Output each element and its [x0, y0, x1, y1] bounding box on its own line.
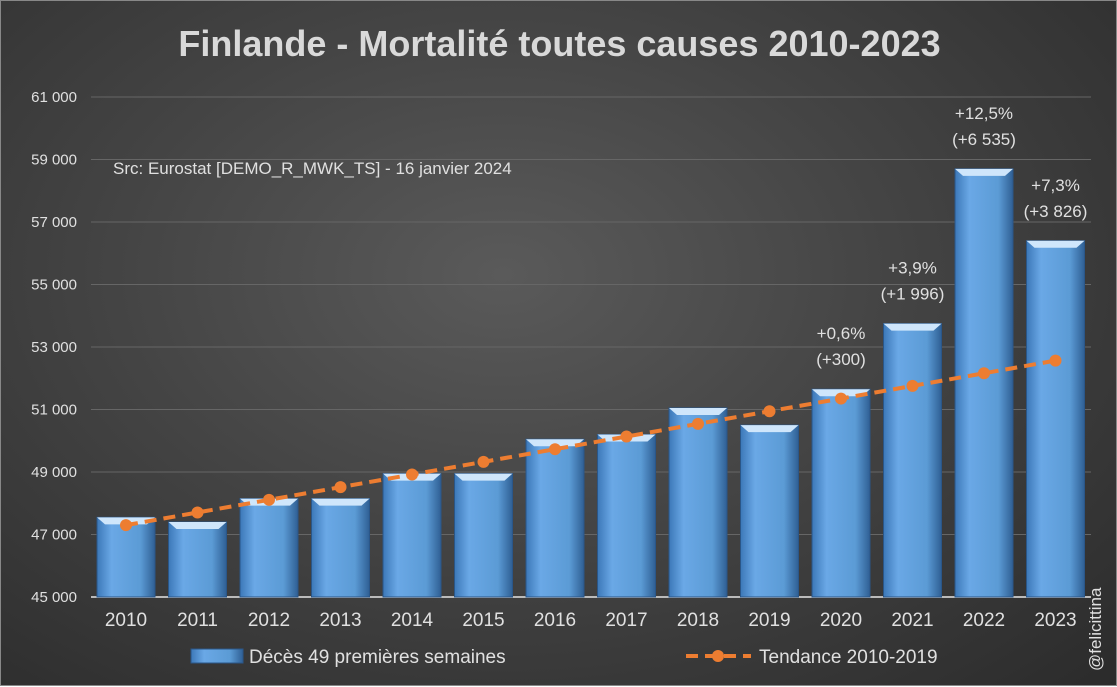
x-tick-label: 2023 — [1034, 610, 1076, 631]
y-tick-label: 51 000 — [31, 402, 77, 419]
legend-trend-marker — [712, 650, 724, 662]
trend-point-2021 — [906, 379, 919, 392]
annotation-abs: (+3 826) — [1024, 202, 1088, 221]
annotation-pct: +3,9% — [888, 259, 937, 278]
annotation-pct: +7,3% — [1031, 176, 1080, 195]
y-tick-label: 59 000 — [31, 152, 77, 169]
bar-2021 — [883, 323, 942, 598]
bar-2015 — [454, 473, 513, 598]
annotation-abs: (+300) — [816, 350, 866, 369]
x-tick-label: 2010 — [105, 610, 147, 631]
trend-point-2012 — [263, 493, 275, 506]
trend-point-2010 — [120, 519, 132, 532]
trend-point-2019 — [763, 405, 776, 418]
trend-point-2016 — [549, 443, 561, 456]
x-tick-label: 2022 — [963, 610, 1005, 631]
trend-line — [125, 358, 1056, 528]
bar-2017 — [597, 434, 656, 598]
legend-bar-swatch — [190, 648, 244, 664]
annotation-abs: (+1 996) — [881, 285, 945, 304]
chart-title: Finlande - Mortalité toutes causes 2010-… — [178, 23, 941, 64]
bar-bevel — [454, 473, 513, 481]
annotation-pct: +0,6% — [817, 324, 866, 343]
legend-trend-label: Tendance 2010-2019 — [759, 647, 938, 668]
x-tick-label: 2017 — [605, 610, 647, 631]
bar-2020 — [811, 388, 871, 598]
bar-bevel — [955, 168, 1013, 176]
y-tick-label: 49 000 — [31, 464, 77, 481]
trend-point-2018 — [692, 417, 704, 430]
bar-2018 — [668, 407, 728, 598]
annotation-abs: (+6 535) — [952, 130, 1016, 149]
bar-bevel — [311, 498, 370, 506]
trend-point-2022 — [978, 367, 990, 380]
legend-bar-label: Décès 49 premières semaines — [249, 647, 506, 668]
x-tick-label: 2015 — [462, 610, 504, 631]
y-tick-label: 47 000 — [31, 527, 77, 544]
bar-bevel — [168, 522, 227, 529]
bar-2014 — [382, 473, 442, 598]
y-tick-label: 55 000 — [31, 277, 77, 294]
watermark: @felicittina — [1086, 587, 1105, 671]
x-tick-label: 2018 — [677, 610, 719, 631]
bar-2012 — [239, 498, 299, 598]
x-tick-label: 2014 — [391, 610, 434, 631]
bar-2023 — [1026, 240, 1085, 598]
bar-2016 — [525, 438, 585, 598]
y-tick-label: 61 000 — [31, 89, 77, 106]
bar-bevel — [526, 439, 584, 447]
x-tick-label: 2011 — [177, 610, 218, 631]
trend-point-2017 — [620, 430, 633, 443]
trend-point-2020 — [835, 392, 847, 405]
trend-point-2011 — [191, 506, 204, 519]
trend-point-2013 — [334, 481, 347, 494]
y-tick-label: 45 000 — [31, 589, 77, 606]
source-note: Src: Eurostat [DEMO_R_MWK_TS] - 16 janvi… — [113, 159, 512, 178]
bar-2011 — [168, 521, 227, 598]
x-tick-label: 2016 — [534, 610, 576, 631]
x-tick-label: 2021 — [891, 610, 933, 631]
bar-bevel — [883, 323, 942, 331]
x-tick-label: 2012 — [248, 610, 290, 631]
x-tick-label: 2013 — [319, 610, 361, 631]
bar-2022 — [954, 168, 1014, 598]
bar-bevel — [669, 407, 727, 415]
bar-2013 — [311, 498, 370, 598]
bar-2019 — [740, 424, 799, 598]
trend-point-2023 — [1049, 354, 1062, 367]
annotation-pct: +12,5% — [955, 104, 1013, 123]
bar-bevel — [740, 425, 799, 433]
trend-point-2014 — [406, 468, 418, 481]
x-tick-label: 2020 — [820, 610, 862, 631]
x-tick-label: 2019 — [748, 610, 790, 631]
y-tick-label: 57 000 — [31, 214, 77, 231]
trend-point-2015 — [477, 455, 490, 468]
bar-bevel — [1026, 240, 1085, 248]
y-tick-label: 53 000 — [31, 339, 77, 356]
